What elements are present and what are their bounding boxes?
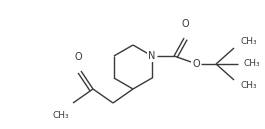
Text: O: O (192, 59, 200, 69)
Text: CH₃: CH₃ (240, 82, 257, 91)
Text: CH₃: CH₃ (240, 38, 257, 46)
Text: O: O (181, 19, 189, 29)
Text: CH₃: CH₃ (52, 111, 69, 120)
Text: N: N (148, 51, 156, 61)
Text: CH₃: CH₃ (243, 59, 260, 68)
Text: O: O (74, 52, 82, 62)
